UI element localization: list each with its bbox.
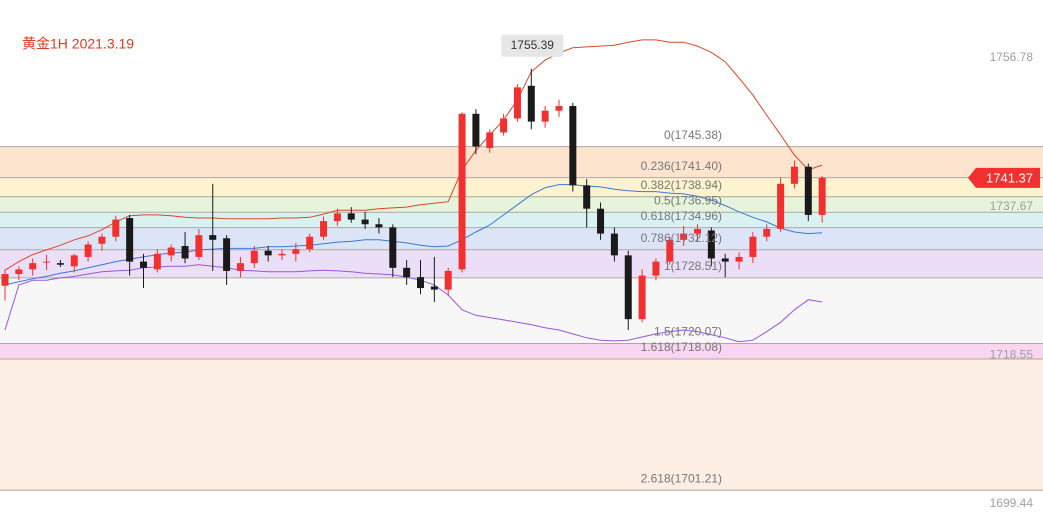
candle-body [680,233,688,240]
candle-body [70,255,78,267]
candle-body [112,219,120,237]
candle-body [652,261,660,276]
candle-body [195,235,203,257]
candle-body [735,256,743,262]
fib-label: 0(1745.38) [664,128,722,142]
candle-body [333,213,341,222]
candle-body [500,118,508,133]
y-tick-label: 1699.44 [990,496,1034,510]
background [0,146,1043,491]
candle-body [361,219,369,225]
candle-body [444,270,452,290]
candle-body [541,110,549,122]
candle-body [223,238,231,271]
band-line [4,184,823,286]
candle-body [597,208,605,234]
candle-body [749,236,757,257]
fib-band [0,343,1043,359]
candle-body [430,286,438,290]
fib-label: 0.618(1734.96) [641,209,722,223]
candle-body [236,263,244,271]
candle-body [804,166,812,215]
fib-band [0,227,1043,250]
candle-body [790,166,798,184]
fib-band [0,277,1043,344]
candle-body [347,213,355,220]
last-price-label: 1741.37 [986,170,1033,185]
band-line [4,264,823,343]
candle-body [417,277,424,289]
candle-body [569,106,577,186]
fib-band [0,177,1043,197]
max-annotation-box [501,34,564,57]
candle-body [666,239,674,262]
candle-body [624,255,632,320]
fib-label: 1.618(1718.08) [641,340,722,354]
candle-body [818,177,826,215]
candle-body [694,228,701,234]
candle-body [29,263,37,270]
candle-body [306,236,314,250]
candle-body [209,235,217,240]
y-tick-label: 1756.78 [990,50,1034,64]
candle-body [513,87,521,119]
last-price-tag [968,167,1040,188]
band-line [4,39,823,271]
candle-body [707,230,715,259]
candle-body [721,258,729,262]
candle-body [610,233,618,256]
candle-body [153,253,161,270]
candle-body [140,261,147,268]
candle-body [181,246,189,259]
candle-body [15,269,23,275]
max-annotation: 1755.39 [511,38,555,52]
chart-title: 黄金1H 2021.3.19 [22,36,134,52]
candle-body [278,253,286,256]
candle-body [555,106,563,111]
candle-body [167,247,175,256]
fib-label: 1(1728.51) [664,259,722,273]
candle-body [250,250,258,264]
candle-body [638,275,646,320]
fib-label: 0.5(1736.95) [654,193,722,207]
fib-band [0,196,1043,213]
candle-body [84,244,92,257]
candle-body [43,261,51,263]
candle-body [527,85,535,122]
candle-body [56,263,64,265]
candle-body [763,228,771,237]
candle-body [320,221,328,237]
candle-body [292,249,300,254]
fib-band [0,358,1043,491]
candle-body [777,183,785,229]
candle-body [403,267,411,278]
candle-body [264,250,272,256]
fib-label: 0.786(1732.12) [641,231,722,245]
candle-body [583,185,591,209]
candle-body [486,132,494,149]
candle-body [375,224,383,228]
fib-label: 0.382(1738.94) [641,178,722,192]
fib-band [0,146,1043,178]
candle-body [1,274,9,286]
fib-label: 0.236(1741.40) [641,159,722,173]
candle-body [126,218,134,262]
candle-body [472,113,480,147]
y-tick-label: 1718.55 [990,347,1034,361]
candle-body [98,236,106,244]
candle-body [458,113,466,270]
y-tick-label: 1737.67 [990,199,1034,213]
candle-body [389,227,397,268]
fib-label: 2.618(1701.21) [641,471,722,485]
fib-label: 1.5(1720.07) [654,325,722,339]
